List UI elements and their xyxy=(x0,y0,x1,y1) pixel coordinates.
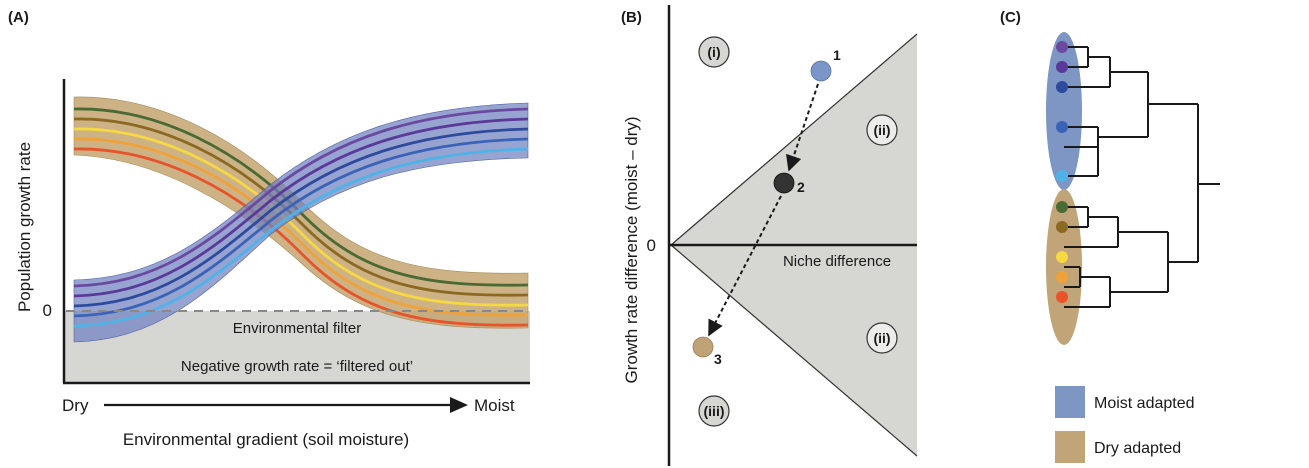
panel-a-label: (A) xyxy=(8,9,29,26)
dry-species-curve-2 xyxy=(73,117,529,297)
dry-tip-2 xyxy=(1056,221,1068,233)
dry-species-curve-3 xyxy=(73,127,529,307)
gradient-arrow-head xyxy=(450,397,468,413)
dry-tip-1 xyxy=(1056,201,1068,213)
panel-b-label: (B) xyxy=(621,9,642,26)
moist-tip-5 xyxy=(1056,170,1068,182)
svg-text:(iii): (iii) xyxy=(704,403,725,419)
svg-text:1: 1 xyxy=(833,47,841,63)
moist-species-curve-3 xyxy=(73,127,529,308)
b-x-title: Niche difference xyxy=(783,253,891,270)
b-y-title: Growth rate difference (moist – dry) xyxy=(622,116,641,383)
moist-species-curves xyxy=(73,107,529,328)
dry-species-tips xyxy=(1056,201,1068,303)
point-2: 2 xyxy=(773,172,805,195)
dry-tip-4 xyxy=(1056,271,1068,283)
x-end-label: Moist xyxy=(474,396,515,415)
dry-tip-3 xyxy=(1056,251,1068,263)
svg-text:(i): (i) xyxy=(707,44,720,60)
a-x-title: Environmental gradient (soil moisture) xyxy=(123,430,409,449)
moist-tip-4 xyxy=(1056,121,1068,133)
region-i: (i) xyxy=(698,36,730,68)
lower-boundary xyxy=(670,244,918,457)
panel-a: (A) 0 Population growth rate Environment… xyxy=(8,9,530,449)
svg-text:2: 2 xyxy=(797,179,805,195)
moist-clade-ellipse xyxy=(1046,32,1082,190)
filter-label: Environmental filter xyxy=(233,320,361,337)
a-zero-label: 0 xyxy=(43,301,52,320)
moist-species-curve-4 xyxy=(73,137,529,318)
svg-text:3: 3 xyxy=(714,351,722,367)
moist-species-tips xyxy=(1056,41,1068,182)
x-start-label: Dry xyxy=(62,396,89,415)
moist-tip-3 xyxy=(1056,81,1068,93)
moist-species-curve-1 xyxy=(73,107,529,288)
moist-species-curve-5 xyxy=(73,147,529,328)
b-zero-label: 0 xyxy=(647,236,656,255)
upper-boundary xyxy=(670,33,918,246)
dry-species-curve-5 xyxy=(73,147,529,327)
point-3: 3 xyxy=(692,336,722,367)
shift-arrow-2-3 xyxy=(708,195,782,337)
moist-tip-1 xyxy=(1056,41,1068,53)
panel-c-label: (C) xyxy=(1000,9,1021,26)
phylogeny-tree xyxy=(1064,46,1220,308)
svg-text:(ii): (ii) xyxy=(873,330,890,346)
panel-b: (B) 0 Growth rate difference (moist – dr… xyxy=(621,5,918,466)
a-y-title: Population growth rate xyxy=(15,142,34,312)
panel-c: (C) Moist adapted Dry adapt xyxy=(1000,9,1220,463)
svg-text:(ii): (ii) xyxy=(873,122,890,138)
moist-species-curve-2 xyxy=(73,117,529,298)
shift-arrow-1-2 xyxy=(786,83,819,172)
legend-moist-swatch xyxy=(1055,386,1085,418)
legend-dry-swatch xyxy=(1055,431,1085,463)
dry-tip-5 xyxy=(1056,291,1068,303)
moist-tip-2 xyxy=(1056,61,1068,73)
legend: Moist adapted Dry adapted xyxy=(1055,386,1195,463)
region-ii-bottom: (ii) xyxy=(866,322,898,354)
region-iii: (iii) xyxy=(698,395,730,427)
region-ii-top: (ii) xyxy=(866,114,898,146)
legend-dry-label: Dry adapted xyxy=(1094,440,1181,457)
legend-moist-label: Moist adapted xyxy=(1094,395,1195,412)
negative-growth-label: Negative growth rate = ‘filtered out’ xyxy=(181,358,413,375)
point-1: 1 xyxy=(810,47,841,82)
